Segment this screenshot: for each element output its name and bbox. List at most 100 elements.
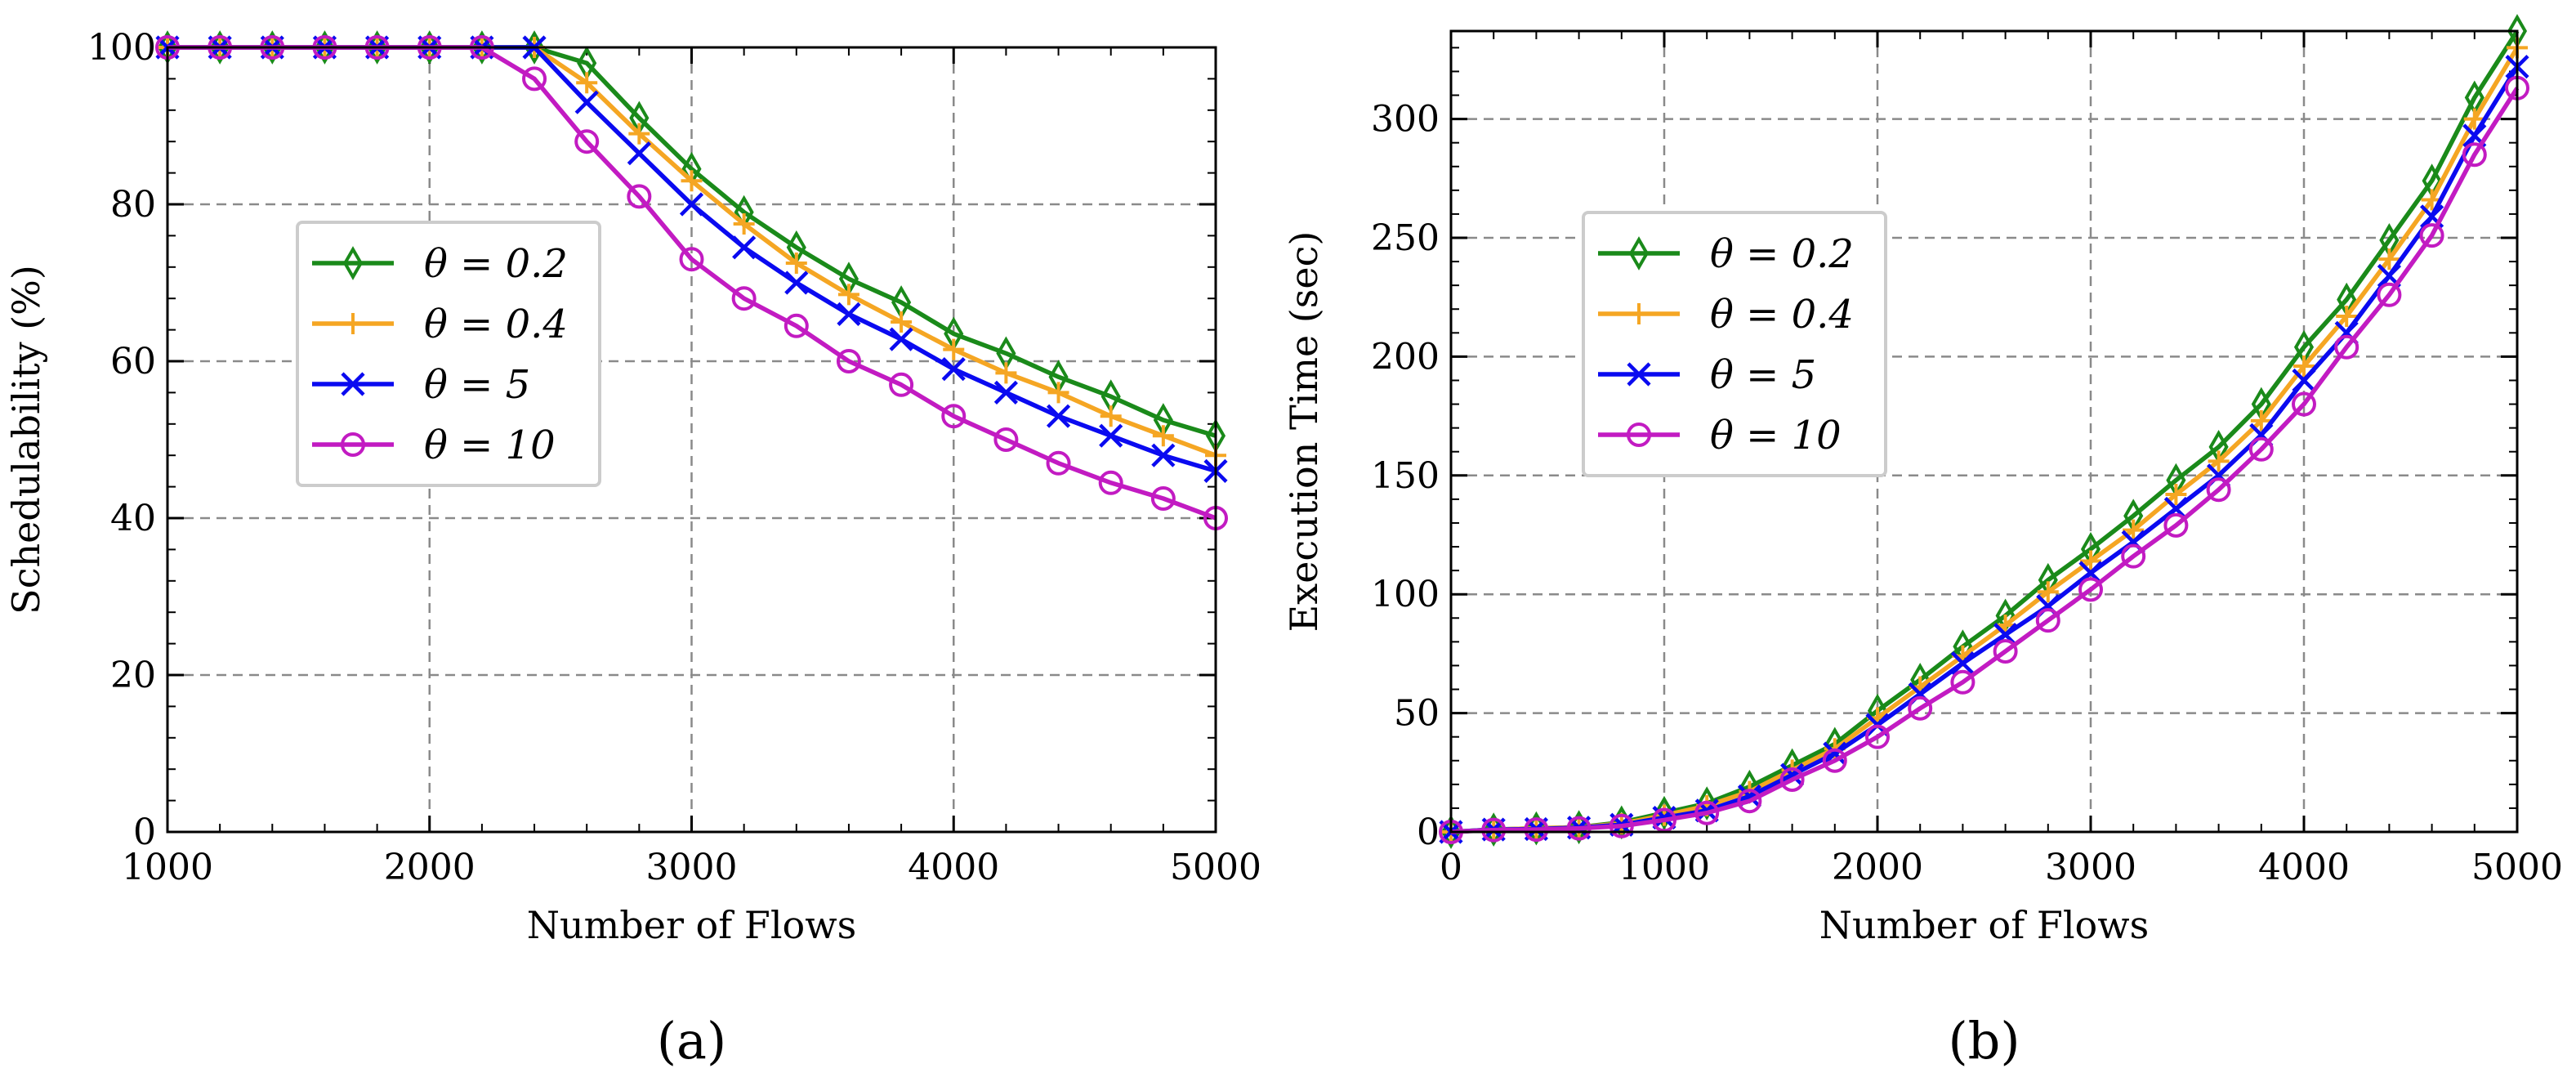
y-tick-label: 300 <box>1371 99 1440 141</box>
data-point <box>1566 816 1592 841</box>
data-point <box>522 66 547 92</box>
y-axis-title: Execution Time (sec) <box>1282 231 1326 633</box>
legend-label: θ = 0.2 <box>1710 231 1854 277</box>
data-point <box>1823 741 1847 766</box>
y-tick-label: 50 <box>1394 693 1440 735</box>
x-tick-label: 2000 <box>1832 847 1923 888</box>
panel-a: 1000 2000 3000 4000 5000 0 20 40 60 80 100 Number o… <box>4 27 1261 1071</box>
panel-caption: (b) <box>1948 1011 2020 1071</box>
data-point <box>2462 142 2487 168</box>
data-point <box>1481 817 1507 843</box>
data-point <box>1046 450 1071 476</box>
data-point <box>1047 382 1069 404</box>
data-point <box>2250 409 2272 431</box>
legend-label: θ = 0.2 <box>424 241 568 287</box>
plot-frame <box>1449 29 2519 834</box>
legend: θ = 0.2 θ = 0.4 θ = 5 θ = 10 <box>296 221 601 487</box>
data-point <box>2121 543 2146 569</box>
legend-marker <box>1628 303 1650 324</box>
data-point <box>731 286 757 311</box>
x-tick-label: 4000 <box>908 847 999 888</box>
y-tick-label: 40 <box>110 498 156 539</box>
legend-marker <box>342 313 364 334</box>
x-tick-label: 1000 <box>122 847 213 888</box>
data-point <box>889 327 913 351</box>
data-point <box>2419 223 2444 248</box>
data-point <box>2163 512 2189 538</box>
x-axis-title: Number of Flows <box>527 903 856 947</box>
data-point <box>1099 423 1123 448</box>
x-tick-label: 5000 <box>2471 847 2563 888</box>
y-tick-label: 0 <box>133 812 156 853</box>
data-point <box>2336 305 2358 327</box>
legend-marker <box>1627 362 1651 387</box>
data-point <box>2292 391 2316 417</box>
y-tick-label: 20 <box>110 655 156 696</box>
data-point <box>574 90 599 114</box>
data-point <box>679 247 704 272</box>
legend-label: θ = 0.4 <box>424 302 568 347</box>
data-point <box>2123 519 2145 541</box>
data-point <box>784 270 809 295</box>
data-point <box>1152 425 1174 447</box>
data-point <box>627 141 651 166</box>
data-point <box>1950 669 1976 695</box>
panel-caption: (a) <box>657 1011 726 1071</box>
data-point <box>1697 786 1717 821</box>
data-point <box>2080 550 2101 572</box>
x-tick-label: 2000 <box>384 847 475 888</box>
data-point <box>576 72 598 94</box>
data-point <box>2035 608 2060 633</box>
data-point <box>1993 638 2018 664</box>
data-point <box>627 184 652 209</box>
y-axis-title: Schedulability (%) <box>4 265 48 615</box>
data-point <box>1908 695 1933 721</box>
legend-marker <box>342 246 364 280</box>
data-point <box>2334 334 2359 360</box>
data-point <box>784 313 809 338</box>
data-point <box>1950 651 1975 676</box>
y-tick-label: 100 <box>1371 574 1440 615</box>
data-point <box>2208 450 2230 472</box>
data-point <box>1737 789 1762 814</box>
data-point <box>2078 577 2103 602</box>
data-point <box>628 123 650 145</box>
legend: θ = 0.2 θ = 0.4 θ = 5 θ = 10 <box>1582 211 1887 477</box>
data-point <box>943 338 965 360</box>
legend-marker <box>1628 236 1650 270</box>
data-point <box>733 213 755 235</box>
data-point <box>1779 767 1805 793</box>
y-tick-label: 100 <box>87 27 156 69</box>
data-point <box>679 192 704 217</box>
data-point <box>2037 581 2059 603</box>
data-point <box>2378 248 2400 270</box>
data-point <box>1694 800 1720 825</box>
data-point <box>941 404 967 429</box>
data-point <box>837 302 861 326</box>
data-point <box>2165 484 2187 506</box>
legend-marker <box>341 372 365 396</box>
data-point <box>993 427 1019 452</box>
legend-label: θ = 10 <box>424 423 556 468</box>
legend-label: θ = 0.4 <box>1710 292 1854 338</box>
data-point <box>1524 817 1549 843</box>
data-point <box>993 380 1018 405</box>
legend-label: θ = 10 <box>1710 413 1842 458</box>
data-point <box>1609 813 1634 838</box>
data-point <box>1652 807 1676 833</box>
legend-label: θ = 5 <box>1710 352 1816 398</box>
y-tick-label: 200 <box>1371 336 1440 378</box>
data-point <box>681 170 703 192</box>
data-point <box>2206 477 2231 503</box>
legend-label: θ = 5 <box>424 362 530 408</box>
x-tick-label: 4000 <box>2258 847 2350 888</box>
data-point <box>574 129 600 154</box>
data-point <box>2293 355 2315 378</box>
panel-b: 0 1000 2000 3000 4000 5000 0 50 100 150 200 250 300 N… <box>1282 14 2563 1071</box>
data-point <box>1822 748 1847 773</box>
x-axis-title: Number of Flows <box>1819 903 2149 947</box>
data-point <box>941 357 966 382</box>
data-point <box>1098 470 1123 495</box>
data-point <box>785 253 807 274</box>
data-point <box>1654 795 1675 830</box>
